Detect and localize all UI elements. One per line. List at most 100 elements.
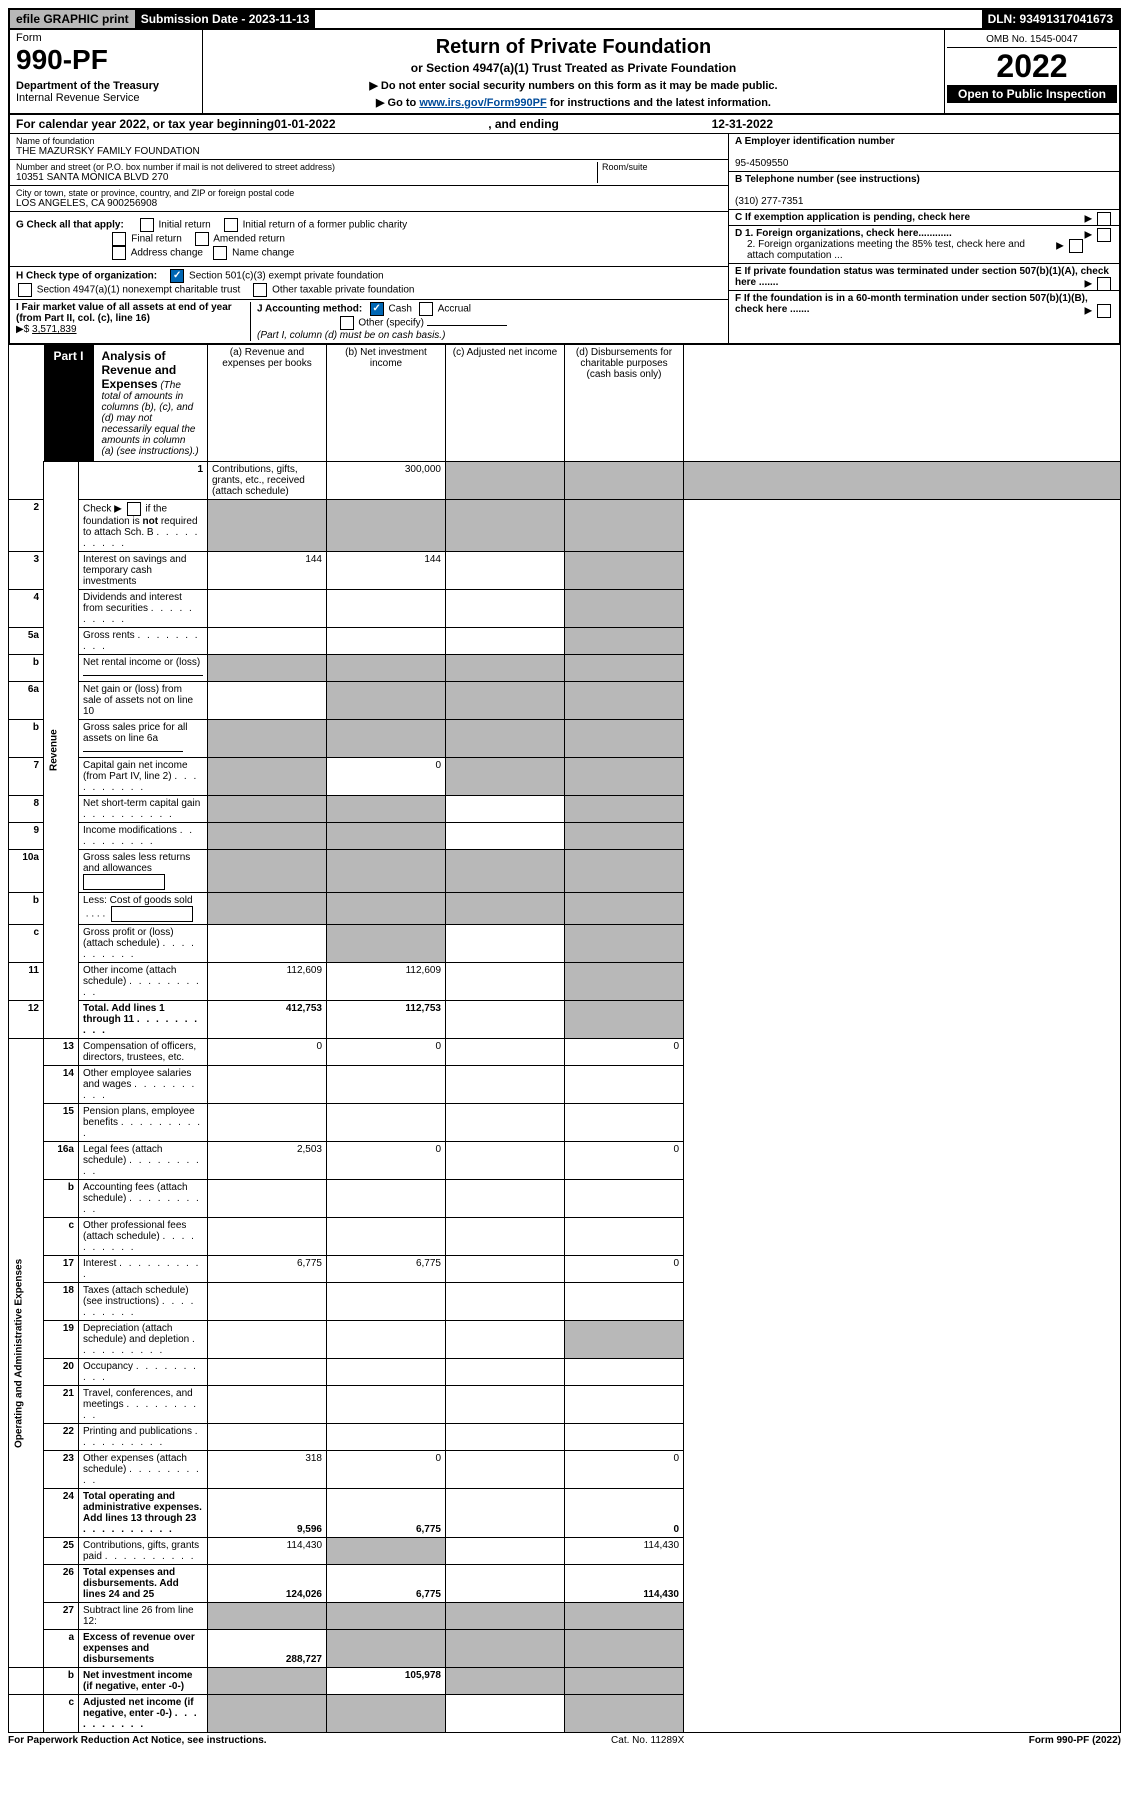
- line-26-b: 6,775: [327, 1565, 446, 1603]
- fmv-value: 3,571,839: [32, 324, 77, 335]
- cal-pre: For calendar year 2022, or tax year begi…: [16, 117, 274, 131]
- line-16a-desc: Legal fees (attach schedule): [79, 1142, 208, 1180]
- c-cell: C If exemption application is pending, c…: [729, 210, 1119, 226]
- h-o1: Section 501(c)(3) exempt private foundat…: [189, 271, 384, 282]
- line-17-num: 17: [44, 1256, 79, 1283]
- line-8-desc: Net short-term capital gain: [79, 796, 208, 823]
- phone-value: (310) 277-7351: [735, 196, 803, 207]
- line-10b-desc: Less: Cost of goods sold . . . .: [79, 893, 208, 925]
- line-17-b: 6,775: [327, 1256, 446, 1283]
- line-16a-a: 2,503: [208, 1142, 327, 1180]
- amended-return-checkbox[interactable]: [195, 232, 209, 246]
- line-19-desc: Depreciation (attach schedule) and deple…: [79, 1321, 208, 1359]
- 501c3-checkbox[interactable]: ✓: [170, 269, 184, 283]
- initial-public-checkbox[interactable]: [224, 218, 238, 232]
- line-14-desc: Other employee salaries and wages: [79, 1066, 208, 1104]
- line-18-num: 18: [44, 1283, 79, 1321]
- g-cell: G Check all that apply: Initial return I…: [10, 212, 728, 267]
- i-arrow: ▶$: [16, 324, 29, 335]
- line-16a-num: 16a: [44, 1142, 79, 1180]
- info-grid: Name of foundation THE MAZURSKY FAMILY F…: [8, 134, 1121, 344]
- line-3-num: 3: [9, 552, 44, 590]
- efile-tag[interactable]: efile GRAPHIC print: [10, 10, 135, 28]
- col-b-header: (b) Net investment income: [327, 345, 446, 462]
- address-change-checkbox[interactable]: [112, 246, 126, 260]
- c-checkbox[interactable]: [1097, 212, 1111, 226]
- d1-label: D 1. Foreign organizations, check here..…: [735, 228, 952, 239]
- line-6a-num: 6a: [9, 682, 44, 720]
- form-label: Form: [16, 32, 196, 44]
- form-subtitle: or Section 4947(a)(1) Trust Treated as P…: [213, 61, 934, 75]
- 4947a1-checkbox[interactable]: [18, 283, 32, 297]
- line-27a-num: a: [44, 1630, 79, 1668]
- submission-date: Submission Date - 2023-11-13: [135, 10, 316, 28]
- d-cell: D 1. Foreign organizations, check here..…: [729, 226, 1119, 264]
- col-c-header: (c) Adjusted net income: [446, 345, 565, 462]
- d1-checkbox[interactable]: [1097, 228, 1111, 242]
- line-25-d: 114,430: [565, 1538, 684, 1565]
- other-method-checkbox[interactable]: [340, 316, 354, 330]
- line-27a-desc: Excess of revenue over expenses and disb…: [79, 1630, 208, 1668]
- header-left: Form 990-PF Department of the Treasury I…: [10, 30, 203, 113]
- footer: For Paperwork Reduction Act Notice, see …: [8, 1733, 1121, 1748]
- h-o2: Section 4947(a)(1) nonexempt charitable …: [37, 285, 240, 296]
- line-16a-d: 0: [565, 1142, 684, 1180]
- line-13-d: 0: [565, 1039, 684, 1066]
- foundation-name: THE MAZURSKY FAMILY FOUNDATION: [16, 146, 722, 157]
- line-1-num: 1: [79, 462, 208, 500]
- name-label: Name of foundation: [16, 136, 722, 146]
- j-accrual: Accrual: [438, 304, 471, 315]
- final-return-checkbox[interactable]: [112, 232, 126, 246]
- line-7-num: 7: [9, 758, 44, 796]
- instr-post: for instructions and the latest informat…: [547, 97, 771, 109]
- line-20-num: 20: [44, 1359, 79, 1386]
- line-5b-num: b: [9, 655, 44, 682]
- line-27b-desc: Net investment income (if negative, ente…: [79, 1668, 208, 1695]
- header-right: OMB No. 1545-0047 2022 Open to Public In…: [944, 30, 1119, 113]
- e-checkbox[interactable]: [1097, 277, 1111, 291]
- f-label: F If the foundation is in a 60-month ter…: [735, 293, 1088, 315]
- g-o6: Name change: [232, 248, 294, 259]
- line-24-d: 0: [565, 1489, 684, 1538]
- g-o3: Final return: [131, 234, 182, 245]
- form990pf-link[interactable]: www.irs.gov/Form990PF: [419, 97, 546, 109]
- line-13-num: 13: [44, 1039, 79, 1066]
- col-d-header: (d) Disbursements for charitable purpose…: [565, 345, 684, 462]
- d2-checkbox[interactable]: [1069, 239, 1083, 253]
- name-change-checkbox[interactable]: [213, 246, 227, 260]
- line-27b-b: 105,978: [327, 1668, 446, 1695]
- line-23-a: 318: [208, 1451, 327, 1489]
- form-ref: Form 990-PF (2022): [1029, 1735, 1121, 1746]
- line-15-num: 15: [44, 1104, 79, 1142]
- part1-desc: Analysis of Revenue and Expenses (The to…: [94, 345, 207, 461]
- open-to-public: Open to Public Inspection: [947, 85, 1117, 103]
- initial-return-checkbox[interactable]: [140, 218, 154, 232]
- info-right: A Employer identification number 95-4509…: [729, 134, 1119, 343]
- line-23-desc: Other expenses (attach schedule): [79, 1451, 208, 1489]
- f-checkbox[interactable]: [1097, 304, 1111, 318]
- line-1-a: 300,000: [327, 462, 446, 500]
- line-3-a: 144: [208, 552, 327, 590]
- instr-pre: ▶ Go to: [376, 97, 419, 109]
- line-16b-desc: Accounting fees (attach schedule): [79, 1180, 208, 1218]
- line-12-b: 112,753: [327, 1001, 446, 1039]
- calendar-year-row: For calendar year 2022, or tax year begi…: [8, 115, 1121, 134]
- line-5a-desc: Gross rents: [79, 628, 208, 655]
- omb-number: OMB No. 1545-0047: [947, 32, 1117, 48]
- line-26-desc: Total expenses and disbursements. Add li…: [79, 1565, 208, 1603]
- line-20-desc: Occupancy: [79, 1359, 208, 1386]
- line-16b-num: b: [44, 1180, 79, 1218]
- other-taxable-checkbox[interactable]: [253, 283, 267, 297]
- line-22-desc: Printing and publications: [79, 1424, 208, 1451]
- line-4-num: 4: [9, 590, 44, 628]
- line-2-num: 2: [9, 500, 44, 552]
- line-16c-num: c: [44, 1218, 79, 1256]
- accrual-checkbox[interactable]: [419, 302, 433, 316]
- a-cell: A Employer identification number 95-4509…: [729, 134, 1119, 172]
- line-10c-num: c: [9, 925, 44, 963]
- line-11-num: 11: [9, 963, 44, 1001]
- cash-checkbox[interactable]: ✓: [370, 302, 384, 316]
- schb-checkbox[interactable]: [127, 502, 141, 516]
- line-24-b: 6,775: [327, 1489, 446, 1538]
- line-6b-num: b: [9, 720, 44, 758]
